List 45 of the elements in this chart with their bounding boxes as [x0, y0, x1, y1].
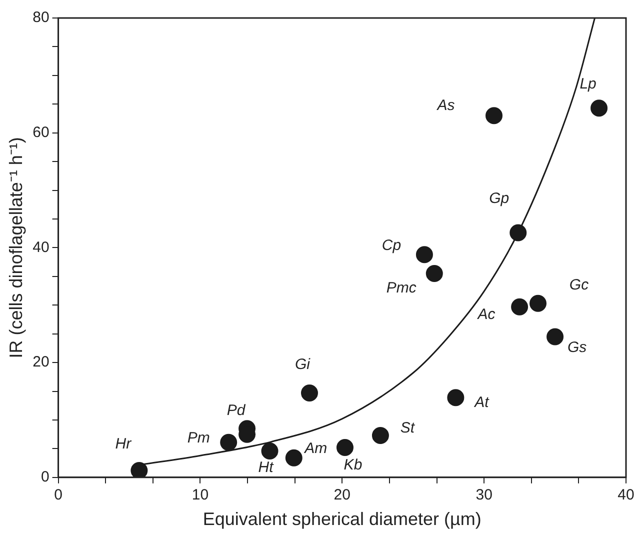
x-tick-label: 10 [192, 486, 209, 504]
y-tick-label: 60 [32, 124, 50, 141]
annotation: Ht [258, 459, 274, 476]
point [447, 389, 464, 406]
point [336, 439, 354, 456]
annotation: Lp [580, 75, 596, 92]
annotation: Gi [295, 356, 311, 374]
point [372, 426, 389, 444]
annotation: Am [304, 440, 328, 458]
point [130, 462, 148, 478]
x-tick-label: 20 [334, 486, 350, 504]
point [510, 224, 527, 242]
annotation: Gp [489, 190, 510, 207]
point [261, 442, 278, 460]
annotation: At [474, 394, 490, 411]
annotation: Gc [569, 276, 590, 294]
annotation: Pm [187, 430, 210, 447]
point [546, 328, 564, 346]
point [426, 265, 443, 282]
annotation: Cp [382, 236, 402, 254]
point [301, 384, 318, 402]
point [285, 449, 302, 466]
annotation: Ac [476, 306, 496, 324]
y-tick-label: 20 [32, 354, 50, 371]
point [511, 298, 528, 316]
y-axis-title: IR (cells dinoflagellate⁻¹ h⁻¹) [6, 137, 26, 358]
x-tick-label: 30 [476, 486, 492, 504]
x-tick-label: 40 [618, 486, 634, 504]
annotation: Gs [567, 338, 588, 356]
annotation: Pd [226, 402, 246, 419]
y-tick-label: 0 [40, 468, 50, 486]
point [530, 294, 547, 312]
annotation: Kb [344, 456, 362, 474]
annotation: As [436, 96, 456, 114]
point [590, 100, 608, 117]
point [486, 107, 503, 124]
annotation: Hr [115, 436, 132, 453]
x-tick-label: 0 [54, 486, 62, 504]
point [220, 434, 238, 451]
point [416, 246, 433, 264]
y-tick-label: 80 [32, 9, 50, 26]
annotation: St [400, 420, 416, 437]
annotation: Pmc [386, 280, 417, 297]
x-axis-title: Equivalent spherical diameter (µm) [202, 509, 482, 530]
y-tick-label: 40 [32, 238, 50, 256]
